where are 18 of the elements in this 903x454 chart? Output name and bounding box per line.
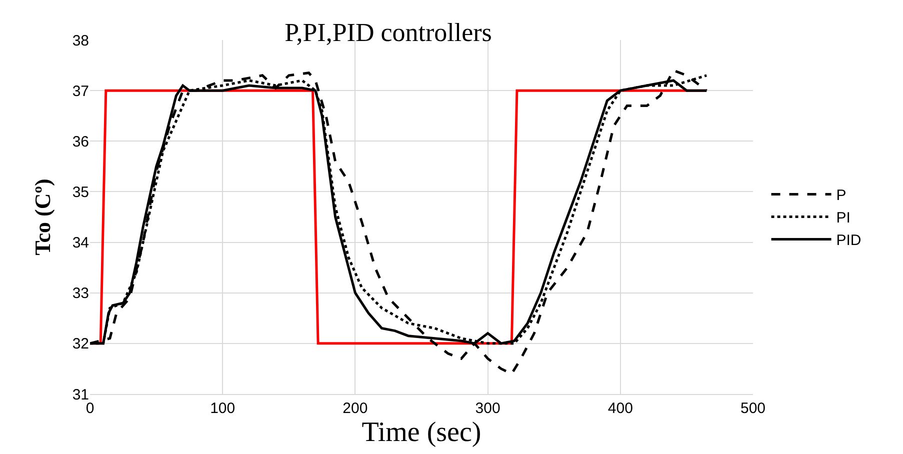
legend-label: P: [836, 187, 846, 204]
x-tick-label: 100: [210, 400, 236, 417]
y-tick-label: 35: [72, 184, 89, 201]
x-tick-label: 400: [608, 400, 633, 417]
legend-label: PI: [836, 210, 850, 227]
x-axis-title: Time (sec): [362, 417, 482, 448]
x-tick-label: 200: [342, 400, 368, 417]
y-tick-label: 38: [72, 32, 89, 50]
x-tick-label: 300: [475, 400, 500, 417]
y-axis-title: Tco (Cº): [30, 178, 56, 256]
legend-label: PID: [836, 232, 862, 250]
y-tick-label: 33: [72, 285, 89, 302]
chart-title: P,PI,PID controllers: [284, 18, 492, 47]
y-tick-label: 37: [72, 82, 89, 100]
y-tick-label: 34: [72, 234, 89, 252]
y-tick-label: 32: [72, 336, 89, 353]
y-tick-label: 36: [72, 133, 89, 150]
x-tick-label: 500: [740, 400, 766, 417]
